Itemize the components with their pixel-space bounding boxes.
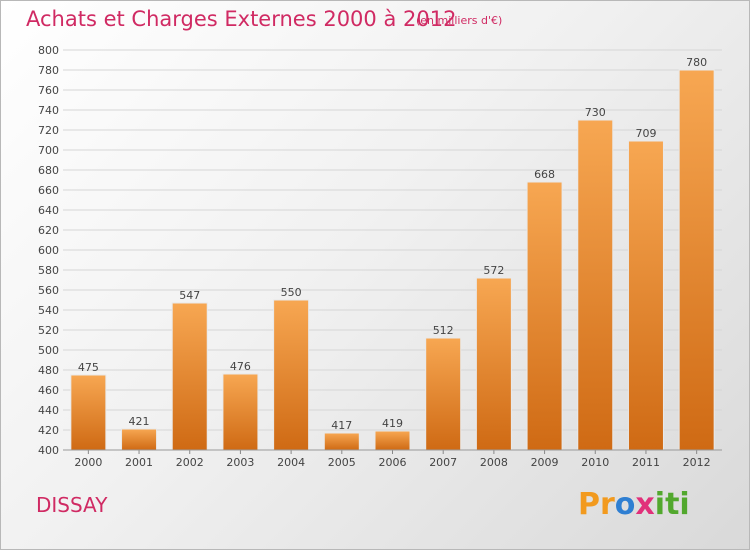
- x-tick-label-2006: 2006: [379, 456, 407, 469]
- data-label-2002: 547: [179, 289, 200, 302]
- x-tick-label-2007: 2007: [429, 456, 457, 469]
- bar-2007: [425, 337, 462, 451]
- data-label-2011: 709: [635, 127, 656, 140]
- data-label-2008: 572: [483, 264, 504, 277]
- bar-2005: [323, 432, 360, 451]
- y-tick-label: 580: [38, 264, 59, 277]
- y-tick-label: 720: [38, 124, 59, 137]
- chart-unit: (en milliers d'€): [416, 14, 503, 27]
- x-tick-label-2001: 2001: [125, 456, 153, 469]
- bar-2006: [374, 430, 411, 451]
- x-tick-label-2005: 2005: [328, 456, 356, 469]
- y-tick-label: 680: [38, 164, 59, 177]
- logo-part-3: x: [635, 487, 655, 522]
- bar-2010: [577, 119, 614, 451]
- bar-2012: [678, 69, 715, 451]
- bar-2004: [273, 299, 310, 451]
- y-tick-label: 460: [38, 384, 59, 397]
- data-label-2007: 512: [433, 324, 454, 337]
- y-tick-label: 480: [38, 364, 59, 377]
- x-tick-label-2008: 2008: [480, 456, 508, 469]
- logo-part-2: o: [614, 487, 636, 522]
- bar-2011: [627, 140, 664, 451]
- x-tick-label-2010: 2010: [581, 456, 609, 469]
- grid-lines: [63, 49, 722, 451]
- y-tick-label: 440: [38, 404, 59, 417]
- y-tick-label: 520: [38, 324, 59, 337]
- data-label-2010: 730: [585, 106, 606, 119]
- y-tick-label: 640: [38, 204, 59, 217]
- proxiti-logo[interactable]: Proxiti: [578, 487, 690, 522]
- y-tick-label: 540: [38, 304, 59, 317]
- y-tick-label: 740: [38, 104, 59, 117]
- bar-2008: [475, 277, 512, 451]
- chart-title: Achats et Charges Externes 2000 à 2012: [26, 7, 457, 31]
- x-tick-labels: 2000 2001 2002 2003 2004 2005 2006 2007 2008 2009…: [63, 449, 722, 469]
- data-label-2000: 475: [78, 361, 99, 374]
- data-label-2005: 417: [331, 419, 352, 432]
- bar-2002: [171, 302, 208, 451]
- data-label-2001: 421: [129, 415, 150, 428]
- bar-2001: [121, 428, 158, 451]
- data-label-2009: 668: [534, 168, 555, 181]
- y-tick-label: 600: [38, 244, 59, 257]
- x-tick-label-2011: 2011: [632, 456, 660, 469]
- y-tick-label: 420: [38, 424, 59, 437]
- x-tick-label-2009: 2009: [531, 456, 559, 469]
- data-label-2012: 780: [686, 56, 707, 69]
- y-tick-label: 780: [38, 64, 59, 77]
- data-label-2004: 550: [281, 286, 302, 299]
- bar-2003: [222, 373, 259, 451]
- x-tick-label-2004: 2004: [277, 456, 305, 469]
- logo-part-4: iti: [654, 487, 690, 522]
- x-tick-label-2002: 2002: [176, 456, 204, 469]
- y-tick-label: 760: [38, 84, 59, 97]
- y-tick-label: 800: [38, 44, 59, 57]
- bar-2000: [70, 374, 107, 451]
- x-tick-label-2003: 2003: [226, 456, 254, 469]
- y-tick-label: 620: [38, 224, 59, 237]
- y-tick-label: 500: [38, 344, 59, 357]
- y-tick-label: 560: [38, 284, 59, 297]
- y-tick-labels: 400 420 440 460 480 500 520 540 560 580 600 620 640 6…: [38, 44, 59, 457]
- data-label-2006: 419: [382, 417, 403, 430]
- y-tick-label: 660: [38, 184, 59, 197]
- bars: 475 421 547 476 550 417 419 512 572 668 730 709 780: [70, 56, 715, 451]
- x-tick-label-2012: 2012: [683, 456, 711, 469]
- logo-part-1: Pr: [578, 487, 615, 522]
- city-name: DISSAY: [36, 493, 108, 517]
- x-tick-label-2000: 2000: [74, 456, 102, 469]
- y-tick-label: 700: [38, 144, 59, 157]
- y-tick-label: 400: [38, 444, 59, 457]
- bar-2009: [526, 181, 563, 451]
- data-label-2003: 476: [230, 360, 251, 373]
